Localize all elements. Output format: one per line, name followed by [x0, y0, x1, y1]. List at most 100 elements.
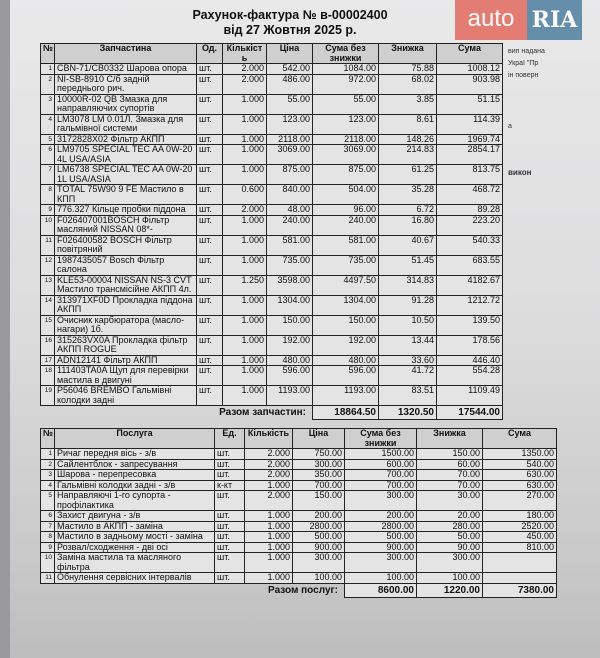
sum: 51.15 — [436, 93, 503, 115]
discount: 70.00 — [416, 479, 483, 491]
item-name: LM3078 LM 0.01Л. Змазка для гальмівної с… — [54, 113, 197, 135]
row-number: 15 — [40, 314, 55, 336]
sum: 1350.00 — [482, 448, 557, 460]
quantity: 1.000 — [222, 133, 267, 145]
unit: шт. — [214, 490, 245, 511]
unit: шт. — [196, 164, 223, 185]
column-header: Од. — [196, 43, 223, 64]
unit: к-кт — [214, 479, 245, 491]
row-number: 6 — [40, 510, 55, 522]
discount: 13.44 — [378, 334, 437, 356]
table-row: 13 KLE53-00004 NISSAN NS-3 CVT Мастило тр… — [40, 274, 503, 296]
row-number: 3 — [40, 469, 55, 481]
watermark-ria: RIA — [527, 0, 582, 40]
price: 875.00 — [266, 164, 313, 185]
discount: 3.85 — [378, 93, 437, 115]
row-number: 4 — [40, 479, 55, 491]
services-total-without-discount: 8600.00 — [344, 582, 417, 598]
column-header: № — [40, 428, 55, 449]
item-name: NI-SB-8910 С/б задній переднього рич. — [54, 73, 197, 95]
services-total-discount: 1220.00 — [416, 582, 483, 598]
edge-text: викон — [508, 168, 532, 177]
table-row: 2 Сайлентблок - запресування шт. 2.000 300.0… — [40, 458, 557, 470]
quantity: 2.000 — [244, 458, 293, 470]
quantity: 1.000 — [222, 354, 267, 366]
column-header: Сума — [436, 43, 503, 64]
table-row: 6 LM9705 SPECIAL TEC AA 0W-20 4L USA/ASIA… — [40, 144, 503, 165]
sum: 1008.12 — [436, 63, 503, 75]
item-name: Розвал/сходження - дві осі — [54, 541, 215, 553]
quantity: 1.000 — [222, 144, 267, 165]
sum-without-discount: 581.00 — [312, 234, 379, 256]
price: 240.00 — [266, 214, 313, 236]
discount: 100.00 — [416, 572, 483, 584]
item-name: Шарова - перепресовка — [54, 469, 215, 481]
watermark-auto: auto — [455, 0, 527, 40]
price: 300.00 — [292, 552, 345, 573]
quantity: 1.000 — [222, 113, 267, 135]
edge-text: а — [508, 123, 512, 130]
edge-text: ін поверн — [508, 72, 539, 79]
unit: шт. — [214, 541, 245, 553]
unit: шт. — [196, 354, 223, 366]
row-number: 18 — [40, 365, 55, 386]
row-number: 16 — [40, 334, 55, 356]
row-number: 10 — [40, 552, 55, 573]
quantity: 1.000 — [222, 334, 267, 356]
table-row: 7 Мастило в АКПП - заміна шт. 1.000 2800.00 2… — [40, 520, 557, 532]
price: 300.00 — [292, 458, 345, 470]
discount: 8.61 — [378, 113, 437, 135]
discount: 35.28 — [378, 184, 437, 205]
sum-without-discount: 55.00 — [312, 93, 379, 115]
column-header: Запчастина — [54, 43, 197, 64]
unit: шт. — [214, 520, 245, 532]
sum: 630.00 — [482, 469, 557, 481]
table-row: 18 111403TA0A Щуп для перевірки мастила в… — [40, 365, 503, 386]
autoria-watermark: auto RIA — [455, 0, 582, 40]
row-number: 7 — [40, 164, 55, 185]
sum: 270.00 — [482, 490, 557, 511]
quantity: 2.000 — [244, 469, 293, 481]
invoice-title: Рахунок-фактура № в-00002400 — [192, 8, 388, 22]
column-header: Сума — [482, 428, 557, 449]
discount: 91.28 — [378, 294, 437, 316]
item-name: F026400582 BOSCH Фільтр повітряний — [54, 234, 197, 256]
price: 500.00 — [292, 531, 345, 543]
row-number: 5 — [40, 490, 55, 511]
row-number: 6 — [40, 144, 55, 165]
item-name: Обнулення сервісних інтервалів — [54, 572, 215, 584]
item-name: CBN-71/CB0332 Шарова опора — [54, 63, 197, 75]
item-name: Направляючі 1-го супорта - профілактика — [54, 490, 215, 511]
row-number: 8 — [40, 184, 55, 205]
price: 700.00 — [292, 479, 345, 491]
quantity: 2.000 — [222, 204, 267, 216]
quantity: 2.000 — [244, 448, 293, 460]
sum: 4182.67 — [436, 274, 503, 296]
table-row: 6 Захист двигуна - з/в шт. 1.000 200.00 200.0… — [40, 510, 557, 522]
sum-without-discount: 596.00 — [312, 365, 379, 386]
unit: шт. — [196, 294, 223, 316]
unit: шт. — [214, 510, 245, 522]
table-row: 2 NI-SB-8910 С/б задній переднього рич. шт… — [40, 73, 503, 95]
sum-without-discount: 240.00 — [312, 214, 379, 236]
unit: шт. — [196, 365, 223, 386]
unit: шт. — [196, 314, 223, 336]
parts-total-without-discount: 18864.50 — [312, 405, 379, 420]
sum-without-discount: 700.00 — [344, 469, 417, 481]
sum: 630.00 — [482, 479, 557, 491]
services-table: № Послуга Ед. Кількість Ціна Сума без знижки З… — [40, 428, 557, 598]
row-number: 9 — [40, 541, 55, 553]
unit: шт. — [196, 204, 223, 216]
table-row: 15 Очисник карбюратора (масло-нагари) 1б.… — [40, 314, 503, 336]
sum: 554.28 — [436, 365, 503, 386]
sum: 180.00 — [482, 510, 557, 522]
column-header: Кількість — [222, 43, 267, 64]
quantity: 1.000 — [222, 254, 267, 276]
table-row: 10 F026407001BOSCH Фільтр масляний NISSAN… — [40, 214, 503, 236]
item-name: ADN12141 Фільтр АКПП — [54, 354, 197, 366]
column-header: Ед. — [214, 428, 245, 449]
sum: 223.20 — [436, 214, 503, 236]
discount: 75.88 — [378, 63, 437, 75]
discount: 30.00 — [416, 490, 483, 511]
sum-without-discount: 4497.50 — [312, 274, 379, 296]
